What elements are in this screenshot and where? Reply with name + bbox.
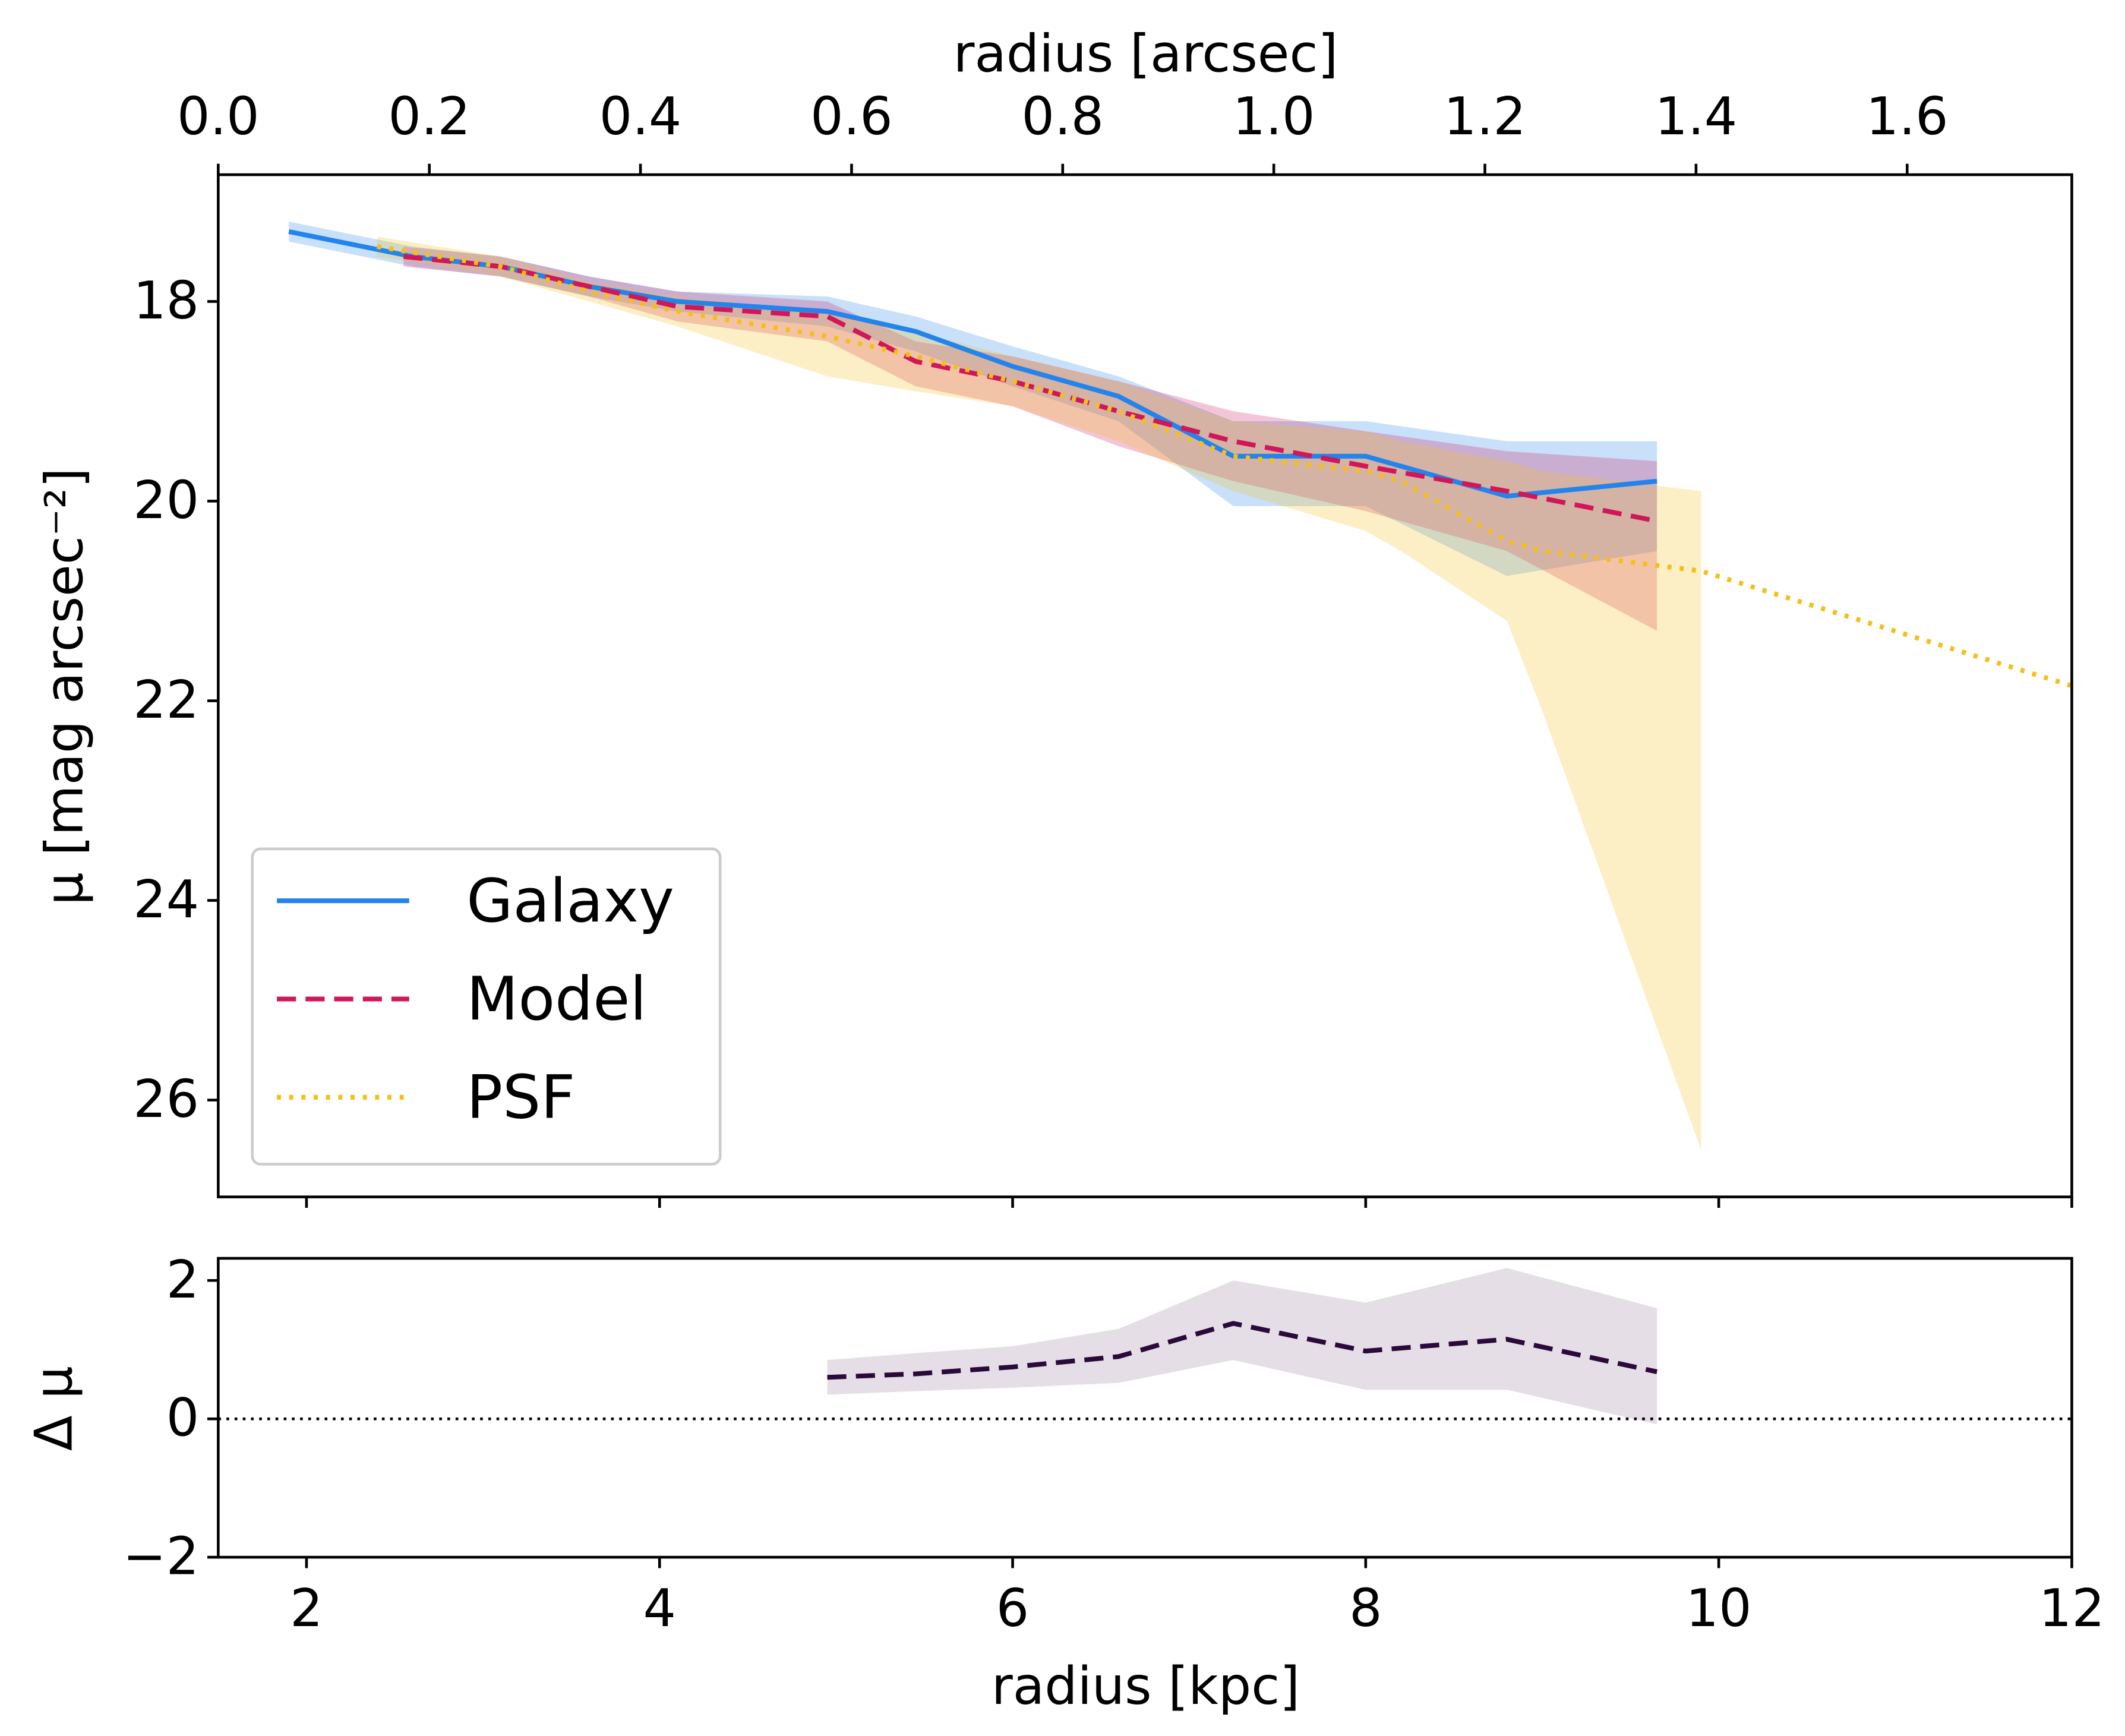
legend-label: Galaxy [466,866,674,936]
series-line [827,1321,1657,1380]
error-band [377,236,1701,1150]
x-tick-label: 6 [996,1578,1030,1639]
series-line [403,254,1657,524]
x-tick-label: 10 [1686,1578,1752,1639]
x2-tick-label: 0.2 [388,86,471,147]
y-tick-label: 24 [133,869,199,930]
legend-label: Model [466,964,646,1034]
legend-box [251,847,722,1166]
axes-frame [217,173,2073,1198]
y-tick-label: 0 [166,1388,200,1448]
x2-tick-label: 0.0 [177,86,260,147]
y-axis-label: Δ μ [23,1366,84,1451]
x2-axis-label: radius [arcsec] [953,23,1338,84]
y-tick-label: 2 [166,1249,200,1310]
x-tick-label: 8 [1349,1578,1382,1639]
series-line [377,244,2072,689]
x2-tick-label: 1.0 [1233,86,1315,147]
x-tick-label: 4 [643,1578,676,1639]
axes-frame [217,1257,2073,1559]
x2-tick-label: 1.6 [1866,86,1949,147]
y-tick-label: 20 [133,470,199,531]
x2-tick-label: 1.2 [1444,86,1526,147]
x2-tick-label: 0.4 [599,86,682,147]
x-axis-label: radius [kpc] [992,1656,1300,1716]
error-band [289,222,1657,576]
y-tick-label: 18 [133,270,199,331]
x2-tick-label: 0.6 [810,86,893,147]
x-tick-label: 12 [2039,1578,2105,1639]
y-tick-label: −2 [123,1526,200,1587]
error-band [403,247,1657,631]
error-band [827,1268,1657,1425]
x2-tick-label: 0.8 [1021,86,1104,147]
plot-area [218,1268,2072,1425]
x-tick-label: 2 [290,1578,323,1639]
y-tick-label: 26 [133,1069,199,1129]
y-tick-label: 22 [133,670,199,730]
legend-label: PSF [466,1062,575,1132]
x2-tick-label: 1.4 [1655,86,1738,147]
plot-area [288,222,2072,1150]
y-axis-label: μ [mag arcsec⁻²] [34,468,95,905]
